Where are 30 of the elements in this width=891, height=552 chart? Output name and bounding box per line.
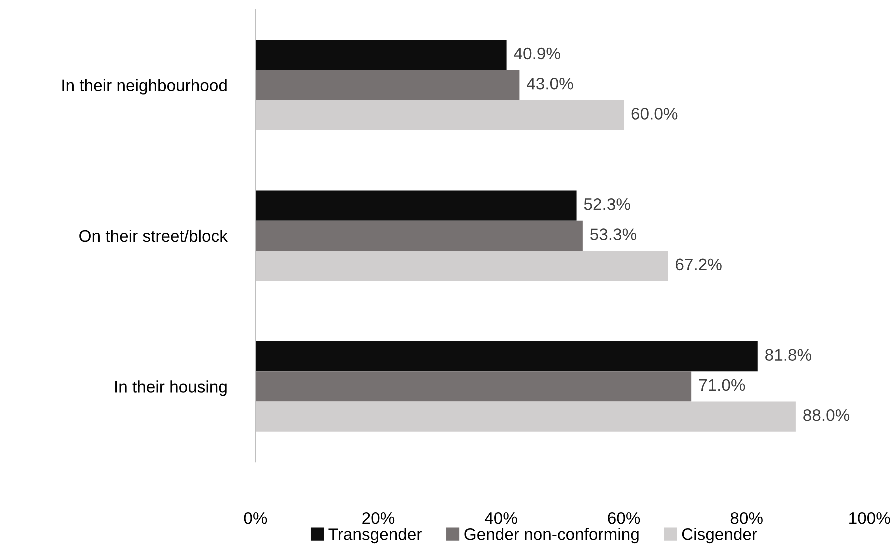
- x-tick-label: 0%: [244, 512, 268, 524]
- bar: [256, 40, 507, 70]
- bar: [256, 341, 758, 372]
- bar: [256, 372, 692, 402]
- y-tick-label: On their street/block: [80, 230, 228, 242]
- x-tick-label: 60%: [608, 512, 640, 524]
- data-label: 43.0%: [527, 78, 574, 90]
- y-tick-label: In their housing: [116, 380, 227, 396]
- data-label: 67.2%: [676, 258, 722, 271]
- data-label: 71.0%: [699, 379, 746, 392]
- y-tick-label: In their neighbourhood: [62, 79, 227, 95]
- legend-label: Cisgender: [682, 528, 758, 544]
- bar: [256, 402, 796, 432]
- data-label: 53.3%: [590, 228, 637, 240]
- bar: [256, 70, 520, 100]
- legend-label: Transgender: [328, 528, 422, 544]
- x-tick-label: 40%: [484, 512, 518, 524]
- data-label: 81.8%: [766, 349, 812, 362]
- data-label: 88.0%: [804, 409, 850, 422]
- legend-label: Gender non-conforming: [464, 528, 639, 544]
- bar: [256, 220, 583, 252]
- bar: [256, 100, 624, 130]
- x-tick-label: 80%: [730, 512, 763, 524]
- x-tick-label: 100%: [850, 512, 890, 524]
- data-label: 52.3%: [584, 198, 630, 210]
- bar: [256, 251, 668, 282]
- data-label: 60.0%: [632, 108, 678, 120]
- data-label: 40.9%: [514, 48, 560, 60]
- bar: [256, 190, 577, 221]
- x-tick-label: 20%: [362, 512, 395, 524]
